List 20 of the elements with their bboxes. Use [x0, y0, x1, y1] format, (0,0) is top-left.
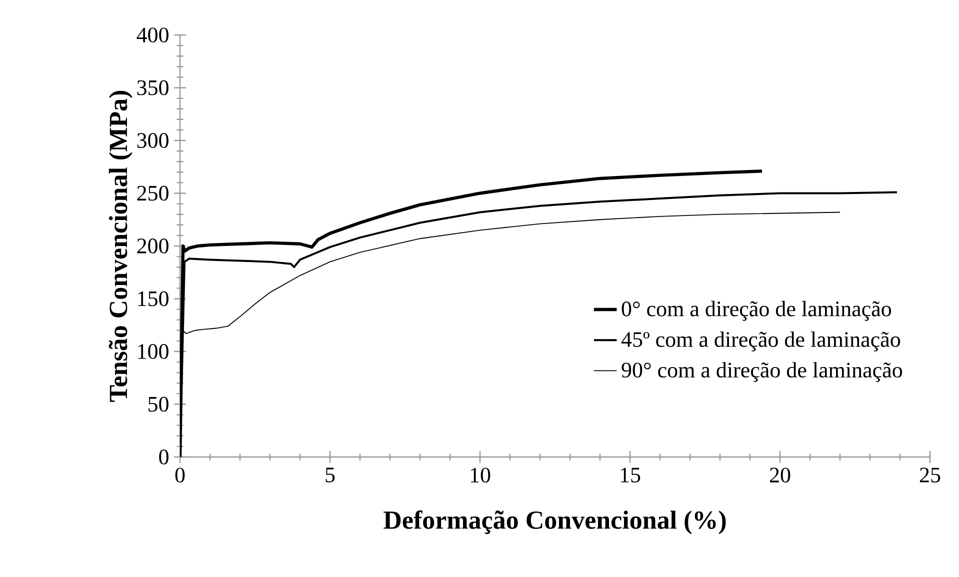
- y-tick-label: 0: [159, 450, 168, 464]
- y-tick-label: 100: [138, 344, 168, 359]
- x-tick-label: 15: [620, 468, 640, 482]
- x-tick-label: 25: [920, 468, 940, 482]
- legend-label: 0° com a direção de laminação: [622, 300, 892, 321]
- x-axis-title: Deformação Convencional (%): [384, 510, 726, 534]
- y-tick-label: 400: [136, 28, 168, 42]
- y-tick-label: 50: [148, 396, 168, 412]
- y-tick-label: 350: [137, 80, 168, 96]
- legend-label: 90° com a direção de laminação: [622, 362, 902, 382]
- y-tick-label: 200: [137, 238, 168, 254]
- y-tick-label: 300: [137, 133, 168, 148]
- y-axis-title: Tensão Convencional (MPa): [108, 90, 132, 402]
- legend-label: 45º com a direção de laminação: [621, 331, 900, 352]
- y-tick-label: 150: [138, 291, 168, 306]
- x-tick-label: 20: [770, 468, 790, 483]
- y-tick-label: 250: [137, 186, 168, 201]
- x-tick-label: 0: [175, 468, 185, 483]
- x-tick-label: 10: [470, 468, 490, 483]
- x-tick-label: 5: [326, 468, 335, 482]
